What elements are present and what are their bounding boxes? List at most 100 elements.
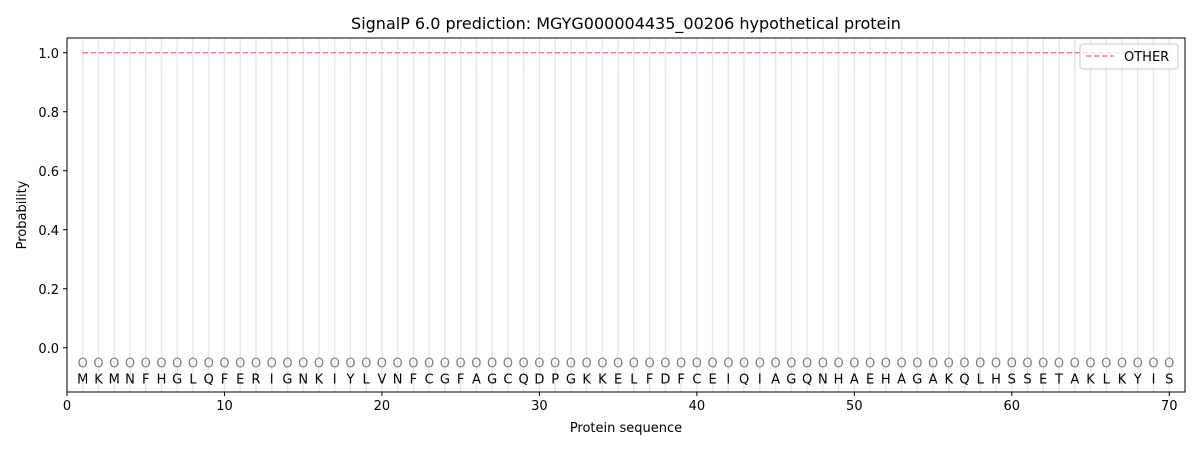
region-label: O <box>707 357 717 372</box>
residue-label: D <box>534 372 544 387</box>
region-label: O <box>251 357 261 372</box>
residue-label: A <box>771 372 780 387</box>
y-tick-label: 1.0 <box>38 47 59 62</box>
residue-label: I <box>333 372 337 387</box>
residue-label: H <box>834 372 844 387</box>
region-label: O <box>991 357 1001 372</box>
residue-label: M <box>77 372 88 387</box>
residue-label: Q <box>739 372 749 387</box>
residue-label: Q <box>802 372 812 387</box>
residue-label: F <box>221 372 228 387</box>
legend: OTHER <box>1079 43 1179 70</box>
region-label: O <box>566 357 576 372</box>
residue-label: L <box>630 372 638 387</box>
region-label: O <box>156 357 166 372</box>
residue-label: Y <box>345 372 354 387</box>
residue-label: K <box>94 372 103 387</box>
x-axis-label: Protein sequence <box>570 421 682 436</box>
region-label: O <box>928 357 938 372</box>
region-label: O <box>393 357 403 372</box>
residue-label: E <box>614 372 622 387</box>
residue-label: I <box>270 372 274 387</box>
residue-label: K <box>945 372 954 387</box>
region-label: O <box>1164 357 1174 372</box>
residue-label: H <box>881 372 891 387</box>
region-label: O <box>345 357 355 372</box>
residue-label: S <box>1023 372 1031 387</box>
region-label: O <box>944 357 954 372</box>
region-label: O <box>692 357 702 372</box>
region-label: O <box>172 357 182 372</box>
region-label: O <box>188 357 198 372</box>
residue-label: F <box>646 372 653 387</box>
legend-label-other: OTHER <box>1124 50 1169 65</box>
residue-label: Y <box>1133 372 1142 387</box>
region-label: O <box>408 357 418 372</box>
region-label: O <box>440 357 450 372</box>
residue-label: C <box>503 372 512 387</box>
region-label: O <box>865 357 875 372</box>
residue-label: K <box>582 372 591 387</box>
region-label: O <box>1117 357 1127 372</box>
residue-label: K <box>1118 372 1127 387</box>
residue-label: G <box>440 372 450 387</box>
region-label: O <box>282 357 292 372</box>
region-label: O <box>833 357 843 372</box>
x-tick-label: 0 <box>63 399 71 414</box>
x-tick-label: 30 <box>531 399 548 414</box>
residue-label: S <box>1008 372 1016 387</box>
region-label: O <box>1101 357 1111 372</box>
region-label: O <box>109 357 119 372</box>
residue-label: L <box>977 372 985 387</box>
region-label: O <box>141 357 151 372</box>
region-label: O <box>1133 357 1143 372</box>
region-label: O <box>1054 357 1064 372</box>
residue-label: L <box>1103 372 1111 387</box>
residue-label: G <box>912 372 922 387</box>
residue-label: V <box>377 372 386 387</box>
region-label: O <box>723 357 733 372</box>
residue-label: E <box>866 372 874 387</box>
region-label: O <box>629 357 639 372</box>
region-label: O <box>739 357 749 372</box>
region-label: O <box>1148 357 1158 372</box>
residue-label: E <box>236 372 244 387</box>
region-label: O <box>377 357 387 372</box>
region-label: O <box>471 357 481 372</box>
region-label: O <box>660 357 670 372</box>
residue-label: I <box>758 372 762 387</box>
residue-label: N <box>393 372 403 387</box>
residue-label: I <box>726 372 730 387</box>
residue-label: N <box>818 372 828 387</box>
residue-label: K <box>1086 372 1095 387</box>
residue-label: R <box>251 372 260 387</box>
residue-label: K <box>315 372 324 387</box>
region-label: O <box>503 357 513 372</box>
residue-label: G <box>786 372 796 387</box>
residue-label: G <box>487 372 497 387</box>
residue-label: L <box>189 372 197 387</box>
y-tick-label: 0.0 <box>38 342 59 357</box>
region-label: O <box>770 357 780 372</box>
region-label: O <box>802 357 812 372</box>
y-tick-label: 0.6 <box>38 165 59 180</box>
region-label: O <box>534 357 544 372</box>
residue-label: T <box>1054 372 1063 387</box>
residue-label: A <box>472 372 481 387</box>
residue-label: F <box>410 372 417 387</box>
residue-label: I <box>1152 372 1156 387</box>
region-label: O <box>550 357 560 372</box>
residue-label: H <box>157 372 167 387</box>
residue-label: P <box>551 372 559 387</box>
residue-label: N <box>125 372 135 387</box>
residue-label: E <box>708 372 716 387</box>
residue-label: A <box>850 372 859 387</box>
x-tick-label: 60 <box>1004 399 1021 414</box>
region-label: O <box>1085 357 1095 372</box>
region-label: O <box>235 357 245 372</box>
region-label: O <box>298 357 308 372</box>
region-label: O <box>896 357 906 372</box>
residue-label: E <box>1039 372 1047 387</box>
